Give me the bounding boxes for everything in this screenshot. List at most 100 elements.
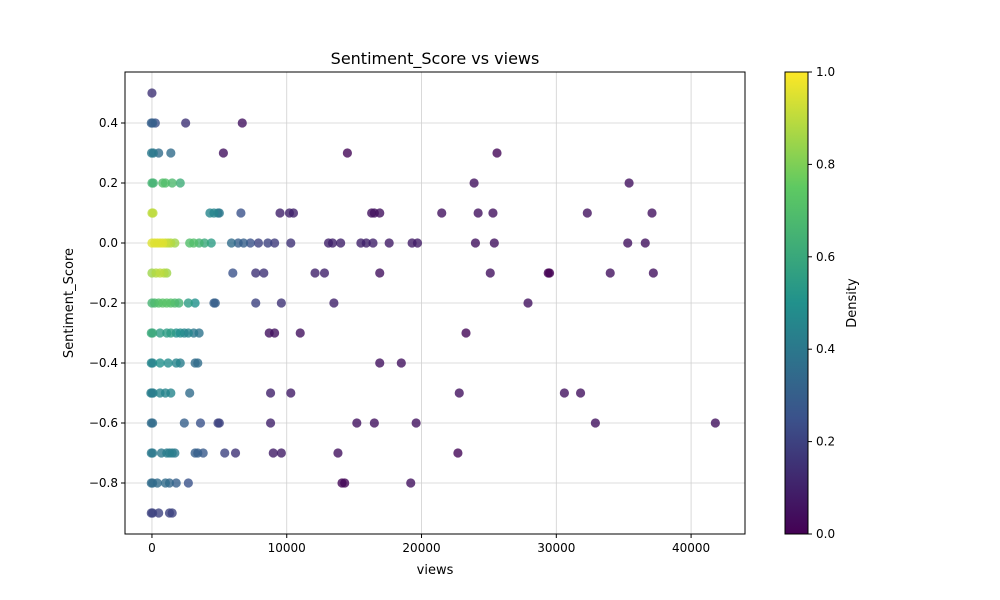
y-tick-label: −0.4	[89, 356, 118, 370]
scatter-point	[189, 238, 199, 248]
scatter-point	[327, 238, 338, 248]
scatter-point	[647, 208, 657, 218]
scatter-point	[319, 268, 330, 278]
scatter-point	[209, 208, 219, 218]
x-tick-label: 20000	[402, 541, 440, 555]
scatter-point	[206, 238, 216, 248]
scatter-point	[265, 418, 276, 428]
y-tick-label: 0.2	[99, 176, 118, 190]
scatter-point	[710, 418, 720, 428]
scatter-point	[166, 328, 176, 338]
scatter-point	[375, 208, 385, 218]
scatter-point	[148, 118, 158, 128]
scatter-point	[461, 328, 471, 338]
scatter-points	[146, 88, 720, 518]
scatter-point	[375, 358, 385, 368]
x-tick-label: 0	[148, 541, 156, 555]
scatter-point	[253, 238, 264, 248]
scatter-point	[559, 388, 569, 398]
scatter-point	[605, 268, 615, 278]
scatter-point	[396, 358, 406, 368]
scatter-point	[148, 358, 158, 368]
scatter-point	[333, 448, 343, 458]
scatter-point	[154, 508, 164, 518]
scatter-point	[454, 388, 464, 398]
scatter-point	[295, 328, 305, 338]
scatter-point	[473, 208, 483, 218]
colorbar	[785, 72, 808, 534]
scatter-point	[259, 268, 269, 278]
scatter-point	[190, 298, 200, 308]
scatter-point	[210, 298, 220, 308]
scatter-point	[437, 208, 447, 218]
y-tick-label: 0.0	[99, 236, 118, 250]
scatter-point	[175, 178, 185, 188]
x-tick-label: 30000	[537, 541, 575, 555]
colorbar-label: Density	[845, 278, 860, 328]
scatter-point	[218, 148, 228, 158]
scatter-point	[276, 448, 286, 458]
scatter-point	[183, 298, 193, 308]
scatter-point	[492, 148, 502, 158]
colorbar-tick-label: 0.8	[816, 157, 835, 171]
scatter-point	[160, 478, 171, 488]
scatter-point	[167, 448, 177, 458]
scatter-point	[276, 298, 286, 308]
scatter-point	[375, 268, 385, 278]
scatter-point	[148, 178, 158, 188]
scatter-point	[453, 448, 463, 458]
scatter-point	[158, 238, 168, 248]
scatter-point	[623, 238, 633, 248]
scatter-point	[239, 238, 249, 248]
scatter-point	[230, 448, 241, 458]
scatter-point	[268, 448, 278, 458]
scatter-point	[185, 388, 195, 398]
colorbar-frame	[784, 71, 809, 535]
scatter-point	[470, 238, 481, 248]
scatter-point	[245, 238, 255, 248]
scatter-point	[148, 208, 158, 218]
colorbar-tick-label: 0.0	[816, 527, 835, 541]
scatter-point	[640, 238, 650, 248]
scatter-point	[166, 388, 176, 398]
scatter-point	[171, 358, 181, 368]
scatter-point	[193, 358, 203, 368]
scatter-point	[265, 388, 276, 398]
scatter-point	[155, 268, 165, 278]
x-tick-label: 10000	[268, 541, 306, 555]
scatter-point	[251, 268, 261, 278]
scatter-point	[329, 298, 339, 308]
scatter-point	[275, 208, 285, 218]
scatter-point	[251, 298, 261, 308]
scatter-point	[310, 268, 320, 278]
scatter-point	[179, 418, 189, 428]
scatter-point	[214, 418, 224, 428]
y-tick-label: −0.2	[89, 296, 118, 310]
scatter-point	[195, 418, 206, 428]
scatter-point	[193, 448, 203, 458]
scatter-point	[183, 328, 193, 338]
scatter-point	[286, 238, 296, 248]
y-tick-label: 0.4	[99, 116, 118, 130]
x-axis-label: views	[417, 563, 454, 578]
scatter-point	[369, 418, 379, 428]
scatter-point	[183, 478, 193, 488]
scatter-point	[162, 298, 172, 308]
scatter-point	[147, 88, 157, 98]
scatter-point	[469, 178, 479, 188]
y-axis-ticks: −0.8 −0.6 −0.4 −0.2 0.0 0.2 0.4	[89, 116, 125, 490]
scatter-point	[237, 118, 247, 128]
scatter-point	[590, 418, 600, 428]
y-axis-label: Sentiment_Score	[62, 248, 77, 358]
scatter-point	[342, 148, 352, 158]
colorbar-ticks: 0.0 0.2 0.4 0.6 0.8 1.0	[808, 65, 835, 541]
scatter-point	[152, 478, 162, 488]
colorbar-tick-label: 0.6	[816, 250, 835, 264]
scatter-point	[228, 268, 238, 278]
x-axis-ticks: 0 10000 20000 30000 40000	[148, 534, 710, 555]
scatter-point	[489, 238, 499, 248]
scatter-point	[236, 208, 246, 218]
scatter-point	[270, 238, 280, 248]
